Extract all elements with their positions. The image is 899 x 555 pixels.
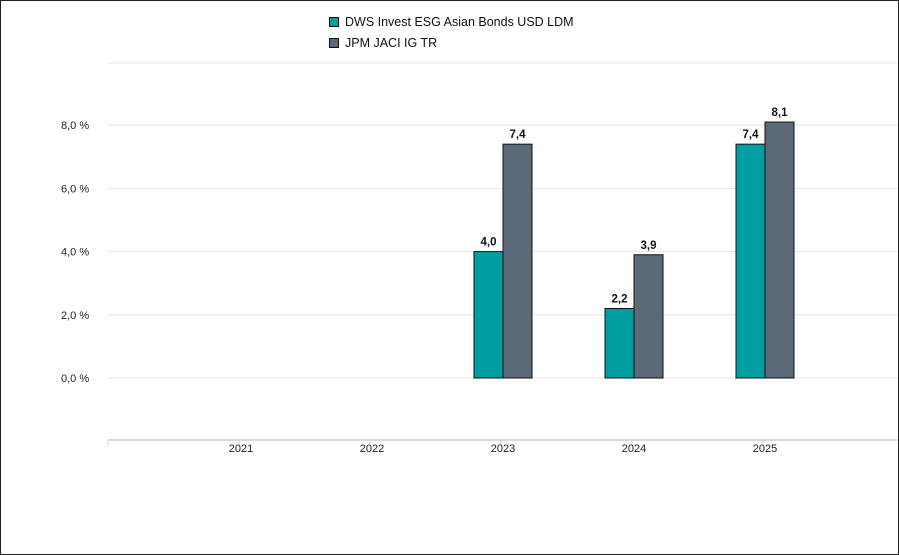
y-tick-label: 6,0 %	[61, 183, 89, 195]
chart-legend: DWS Invest ESG Asian Bonds USD LDM JPM J…	[329, 11, 574, 53]
y-tick-label: 8,0 %	[61, 120, 89, 132]
legend-item-series-2: JPM JACI IG TR	[329, 32, 574, 53]
bar-series-2	[633, 254, 664, 379]
y-tick-label: 4,0 %	[61, 247, 89, 259]
legend-swatch-series-1	[329, 16, 339, 27]
data-label: 7,4	[743, 129, 760, 141]
x-tick-label: 2023	[491, 443, 515, 455]
legend-label-series-2: JPM JACI IG TR	[345, 35, 438, 50]
legend-item-series-1: DWS Invest ESG Asian Bonds USD LDM	[329, 11, 574, 32]
bar-series-2	[764, 121, 795, 379]
x-tick-label: 2025	[753, 443, 777, 455]
data-label: 4,0	[481, 237, 497, 249]
y-tick-label: 0,0 %	[61, 373, 89, 385]
bar-series-1	[473, 251, 504, 379]
data-label: 2,2	[612, 293, 628, 305]
bar-series-2	[502, 143, 533, 379]
data-label: 7,4	[510, 129, 527, 141]
legend-swatch-series-2	[329, 37, 339, 48]
bar-series-1	[735, 143, 766, 379]
data-label: 3,9	[641, 240, 657, 252]
bar-series-1	[604, 307, 635, 379]
legend-label-series-1: DWS Invest ESG Asian Bonds USD LDM	[345, 14, 574, 29]
data-label: 8,1	[772, 107, 789, 119]
x-tick-label: 2022	[360, 443, 384, 455]
x-tick-label: 2024	[622, 443, 646, 455]
y-tick-label: 2,0 %	[61, 310, 89, 322]
x-tick-label: 2021	[229, 443, 253, 455]
